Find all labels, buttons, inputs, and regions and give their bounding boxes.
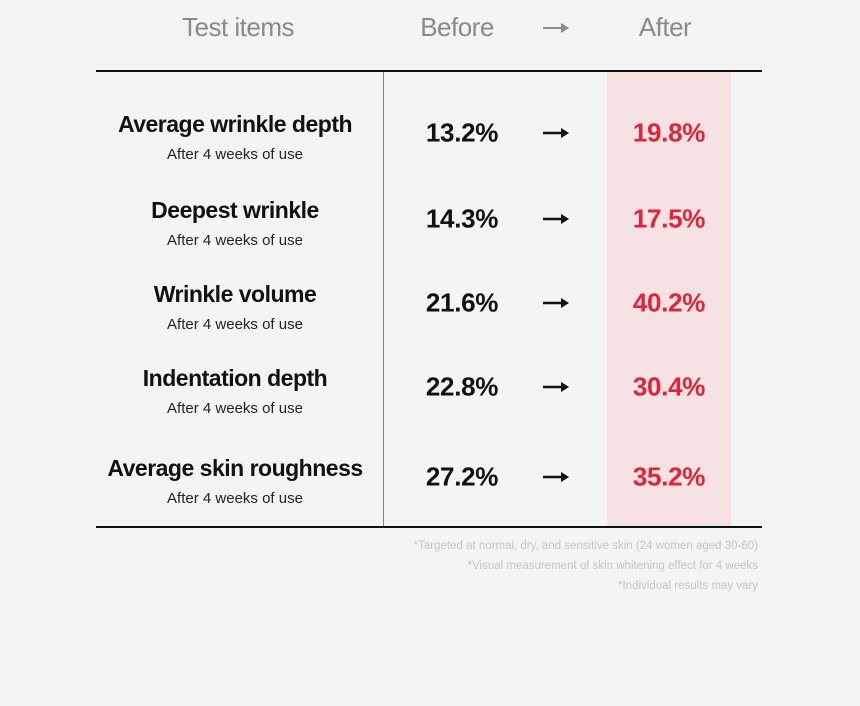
header-after: After bbox=[638, 12, 692, 42]
before-value: 27.2% bbox=[425, 461, 499, 492]
after-highlight bbox=[607, 72, 731, 527]
footnote: *Individual results may vary bbox=[618, 580, 758, 592]
bottom-rule bbox=[96, 526, 762, 528]
before-value: 21.6% bbox=[425, 287, 499, 318]
header-arrow bbox=[543, 23, 569, 33]
row-name: Indentation depth bbox=[142, 365, 328, 391]
row-sub: After 4 weeks of use bbox=[167, 316, 303, 333]
before-value: 22.8% bbox=[425, 371, 499, 402]
row-name: Average wrinkle depth bbox=[117, 111, 353, 137]
header-items: Test items bbox=[181, 12, 295, 42]
after-value: 30.4% bbox=[632, 371, 706, 402]
footnote: *Targeted at normal, dry, and sensitive … bbox=[413, 540, 758, 552]
after-value: 17.5% bbox=[632, 203, 706, 234]
row-arrow bbox=[541, 469, 571, 485]
row-name: Deepest wrinkle bbox=[151, 197, 319, 223]
row-arrow bbox=[541, 295, 571, 311]
footnote: *Visual measurement of skin whitening ef… bbox=[467, 560, 758, 572]
top-rule bbox=[96, 70, 762, 72]
row-sub: After 4 weeks of use bbox=[167, 400, 303, 417]
row-sub: After 4 weeks of use bbox=[167, 490, 303, 507]
column-divider bbox=[383, 72, 384, 526]
before-value: 13.2% bbox=[425, 117, 499, 148]
before-value: 14.3% bbox=[425, 203, 499, 234]
row-arrow bbox=[541, 125, 571, 141]
after-value: 19.8% bbox=[632, 117, 706, 148]
row-arrow bbox=[541, 379, 571, 395]
row-name: Average skin roughness bbox=[107, 455, 363, 481]
after-value: 35.2% bbox=[632, 461, 706, 492]
row-sub: After 4 weeks of use bbox=[167, 232, 303, 249]
header-before: Before bbox=[420, 12, 494, 42]
row-arrow bbox=[541, 211, 571, 227]
after-value: 40.2% bbox=[632, 287, 706, 318]
row-sub: After 4 weeks of use bbox=[167, 146, 303, 163]
row-name: Wrinkle volume bbox=[153, 281, 317, 307]
